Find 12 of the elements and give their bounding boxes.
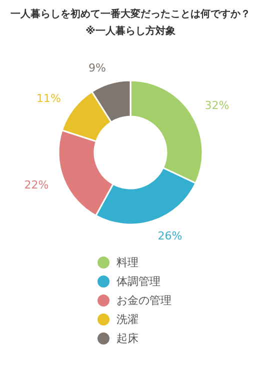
data-label: 22% [24,178,49,192]
chart-title: 一人暮らしを初めて一番大変だったことは何ですか？ [10,8,250,20]
legend-label: 起床 [116,332,138,345]
legend-label: お金の管理 [116,294,172,307]
legend-label: 料理 [116,256,138,269]
data-label: 11% [36,92,61,106]
data-label: 9% [88,61,106,74]
data-label: 26% [158,230,182,243]
legend-label: 体調管理 [116,275,160,288]
chart-subtitle: ※一人暮らし方対象 [86,25,176,37]
legend-label: 洗濯 [116,313,138,326]
data-label: 32% [204,98,230,112]
